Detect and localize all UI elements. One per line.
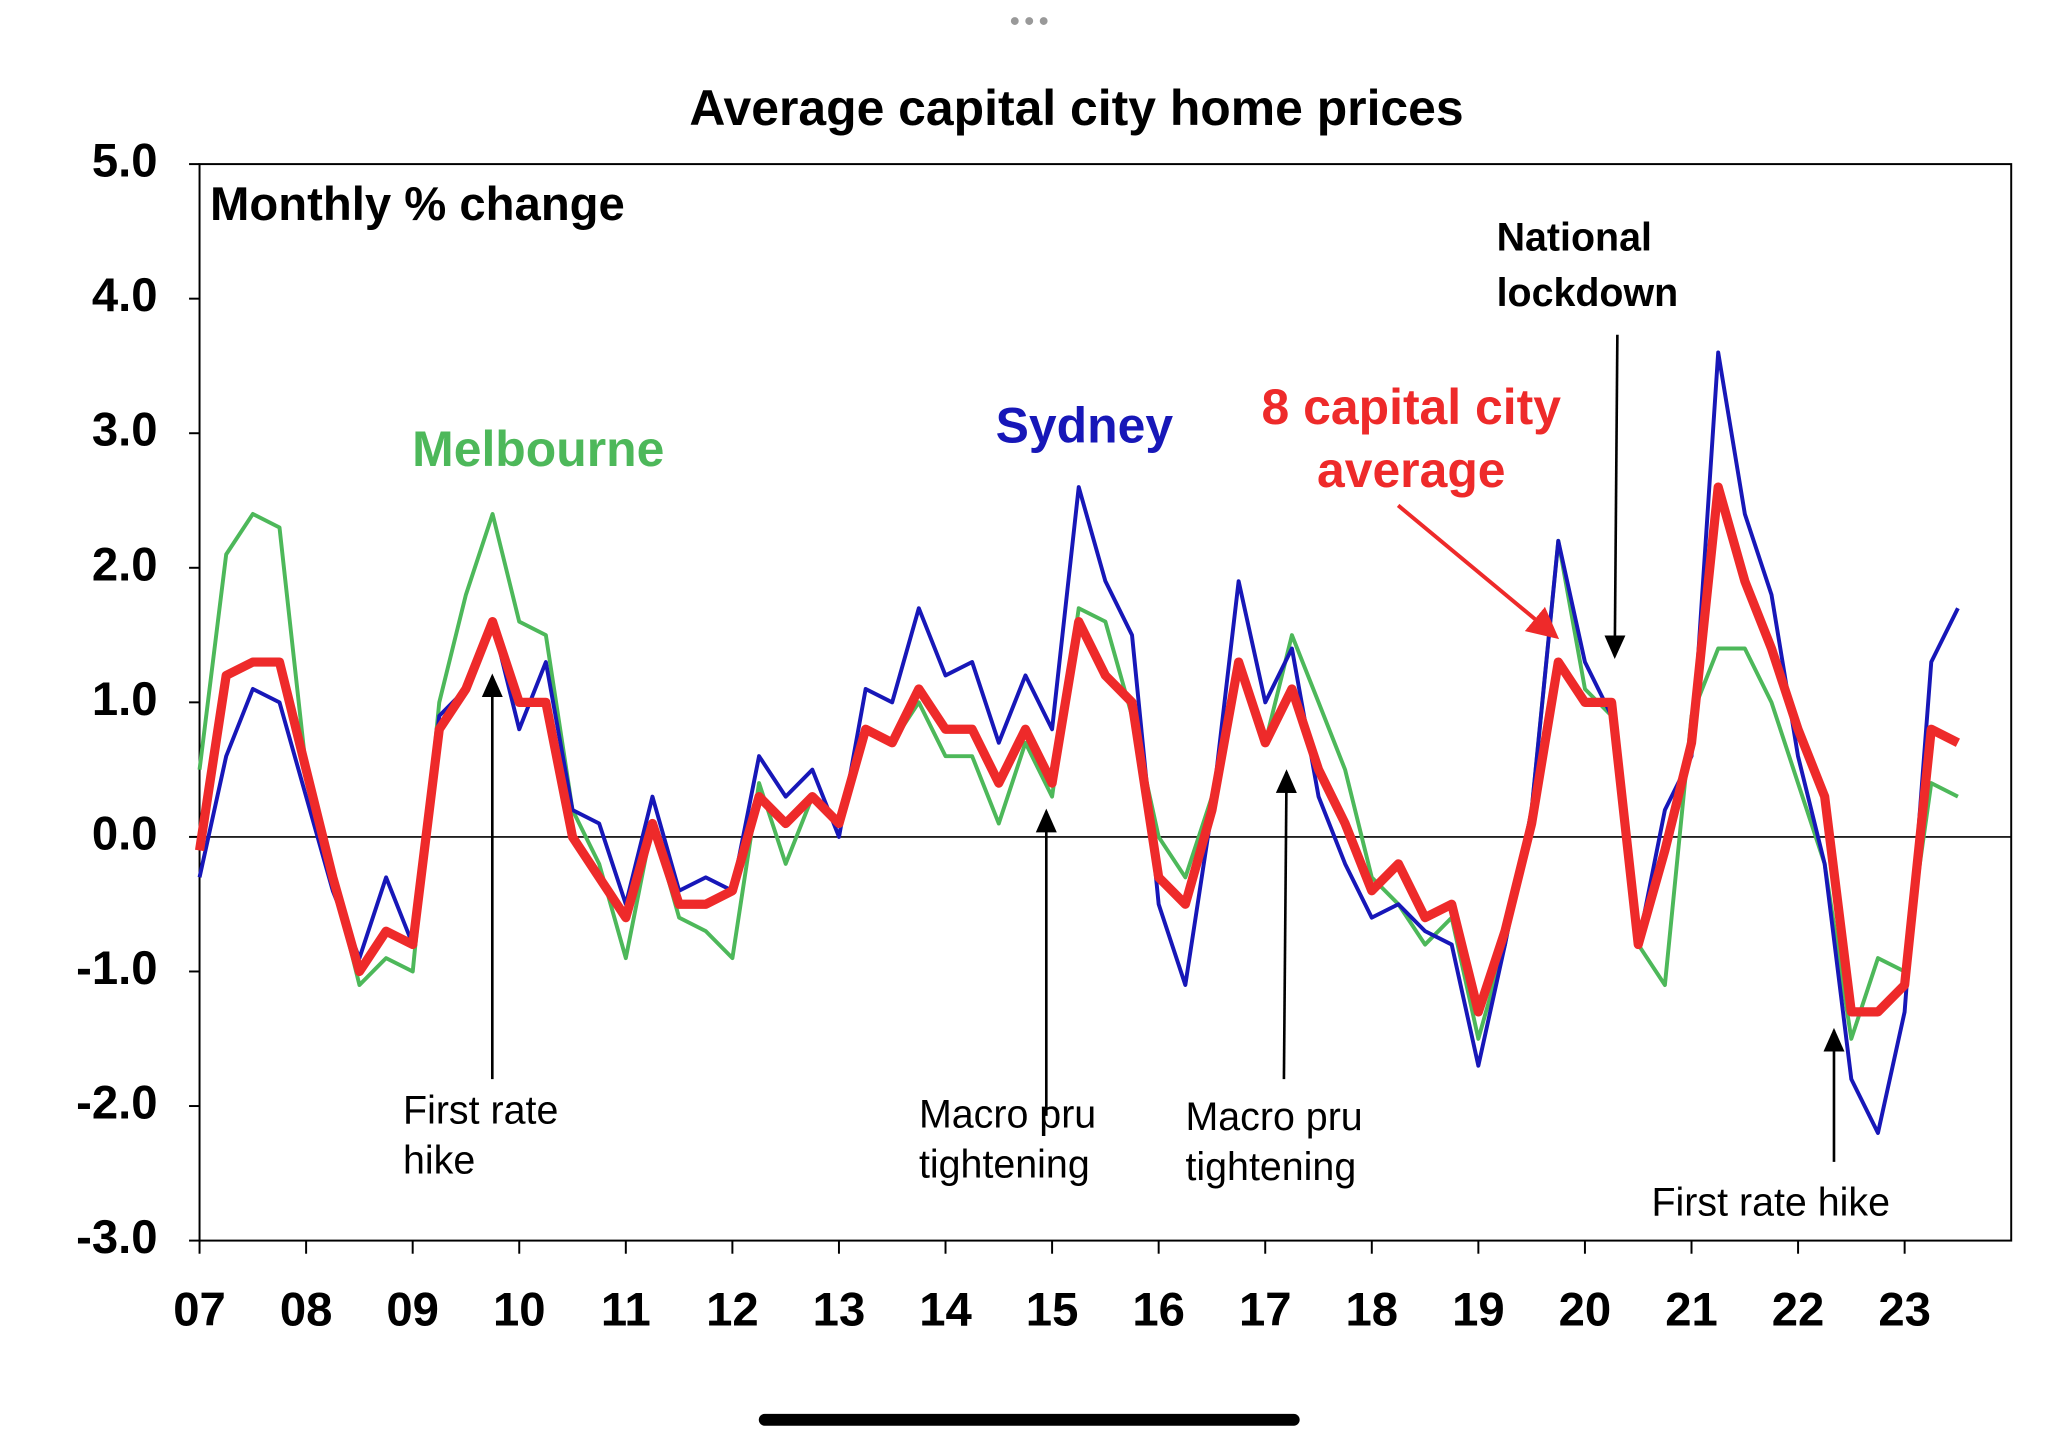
x-tick-label: 12 xyxy=(706,1283,759,1336)
plot-area xyxy=(198,163,2013,1242)
y-tick-label: 4.0 xyxy=(92,269,158,322)
home-indicator xyxy=(758,1413,1300,1426)
annotation: tightening xyxy=(919,1142,1090,1186)
x-tick-label: 10 xyxy=(493,1283,546,1336)
x-tick-label: 07 xyxy=(173,1283,226,1336)
y-tick-label: -2.0 xyxy=(76,1077,157,1130)
series-label: Sydney xyxy=(996,397,1174,453)
x-tick-label: 09 xyxy=(386,1283,439,1336)
chart: Average capital city home prices Monthly… xyxy=(76,17,2013,1426)
annotation-arrow xyxy=(1275,769,1297,1080)
x-tick-label: 16 xyxy=(1132,1283,1185,1336)
x-tick-label: 20 xyxy=(1559,1283,1612,1336)
x-tick-label: 13 xyxy=(813,1283,866,1336)
series-label: average xyxy=(1317,442,1506,498)
x-tick-label: 23 xyxy=(1878,1283,1931,1336)
label-arrow xyxy=(1396,503,1560,640)
y-tick-label: -1.0 xyxy=(76,942,157,995)
annotation: Macro pru xyxy=(1185,1095,1362,1139)
annotation: National xyxy=(1497,216,1652,260)
x-tick-label: 19 xyxy=(1452,1283,1505,1336)
x-tick-label: 11 xyxy=(601,1283,651,1336)
more-dots xyxy=(1010,17,1048,25)
series-line xyxy=(195,482,1960,1017)
y-tick-label: 3.0 xyxy=(92,404,158,457)
x-tick-label: 17 xyxy=(1239,1283,1292,1336)
y-tick-label: 5.0 xyxy=(92,135,158,188)
annotation: hike xyxy=(403,1139,475,1183)
x-tick-label: 22 xyxy=(1772,1283,1825,1336)
y-tick-label: 0.0 xyxy=(92,807,158,860)
series-line xyxy=(197,511,1959,1041)
y-tick-label: -3.0 xyxy=(76,1211,157,1264)
annotation: Macro pru xyxy=(919,1093,1096,1137)
y-tick-label: 1.0 xyxy=(92,673,158,726)
y-tick-label: 2.0 xyxy=(92,538,158,591)
x-tick-label: 14 xyxy=(919,1283,972,1336)
annotation: First rate xyxy=(403,1089,558,1133)
x-tick-label: 21 xyxy=(1665,1283,1718,1336)
series-label: Melbourne xyxy=(412,421,664,477)
chart-title: Average capital city home prices xyxy=(689,80,1463,136)
series-label: 8 capital city xyxy=(1262,379,1562,435)
annotation: tightening xyxy=(1185,1145,1356,1189)
annotation-arrow xyxy=(1604,334,1626,660)
y-axis-label: Monthly % change xyxy=(210,178,625,231)
annotation: First rate hike xyxy=(1652,1181,1891,1225)
x-tick-label: 18 xyxy=(1346,1283,1399,1336)
annotation: lockdown xyxy=(1497,271,1679,315)
x-tick-label: 08 xyxy=(280,1283,333,1336)
x-tick-label: 15 xyxy=(1026,1283,1079,1336)
